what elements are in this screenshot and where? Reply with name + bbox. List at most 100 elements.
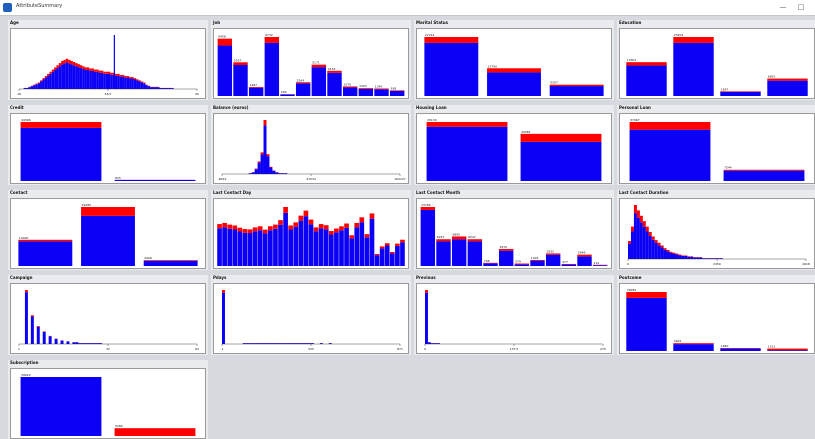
hist-bin-red (30, 315, 34, 317)
hist-bin-blue (293, 343, 297, 344)
x-tick-label: 1 (18, 347, 20, 351)
attribute-grid[interactable]: Age 18 56.5 95 Job 9458 5557 1487 9732 290 2264 517… (0, 16, 815, 439)
hist-bin-blue (79, 68, 83, 89)
bar-blue (349, 238, 354, 266)
bar-red (278, 220, 283, 225)
bar-blue (311, 67, 327, 96)
hist-bin-blue (30, 316, 34, 344)
hist-bin-red (651, 236, 655, 240)
chart-canvas[interactable]: 36959 4901 1840 1511 (619, 283, 815, 354)
hist-bin-red (257, 161, 261, 163)
hist-bin-blue (47, 75, 50, 89)
hist-bin-red (669, 251, 673, 253)
bar-label: 477 (562, 260, 568, 264)
bar-red (248, 86, 264, 88)
bar-blue (308, 224, 314, 266)
bar-blue (545, 254, 561, 266)
hist-bin-blue (171, 88, 174, 89)
bar-red (217, 38, 233, 46)
hist-bin-red (636, 210, 640, 218)
bar-red (334, 228, 339, 233)
bar-red (303, 210, 309, 217)
bar-label: 938 (390, 86, 396, 90)
hist-bin-blue (678, 255, 682, 259)
bar-blue (626, 297, 667, 351)
chart-canvas[interactable]: 37967 7244 (619, 113, 815, 184)
hist-bin-blue (708, 258, 712, 259)
hist-bin-red (675, 253, 679, 255)
chart-canvas[interactable]: 1 32 63 (10, 283, 206, 354)
hist-bin-blue (152, 87, 155, 89)
hist-bin-blue (705, 258, 709, 259)
hist-bin-blue (143, 83, 146, 89)
bar-label: 44396 (21, 118, 31, 122)
bar-red (767, 348, 808, 351)
hist-bin-blue (51, 71, 55, 89)
bar-blue (339, 230, 344, 266)
hist-bin-blue (281, 173, 285, 174)
hist-bin-red (663, 248, 667, 250)
bar-blue (344, 227, 349, 266)
minimize-button[interactable]: — (779, 3, 787, 11)
hist-bin-red (75, 63, 78, 67)
hist-bin-blue (290, 343, 294, 344)
chart-canvas[interactable]: -8019 47034 102127 (213, 113, 409, 184)
bar-red (247, 229, 253, 234)
hist-bin-red (657, 242, 661, 246)
hist-bin-blue (663, 249, 667, 259)
hist-bin-red (269, 166, 273, 168)
chart-canvas[interactable]: 39922 5289 (10, 368, 206, 439)
hist-bin-blue (645, 231, 649, 259)
attribute-panel: Balance (euros) -8019 47034 102127 (211, 105, 411, 185)
chart-canvas[interactable]: 44396 815 (10, 113, 206, 184)
bar-blue (358, 88, 374, 96)
chart-canvas[interactable]: 27214 12790 5207 (416, 28, 612, 99)
bar-red (549, 84, 604, 87)
bar-red (436, 239, 451, 242)
bar-label: 36959 (627, 288, 637, 292)
bar-blue (262, 233, 268, 266)
chart-canvas[interactable]: 0 137.5 275 (416, 283, 612, 354)
hist-bin-blue (711, 258, 715, 259)
hist-bin-blue (122, 76, 125, 89)
hist-bin-blue (639, 222, 643, 259)
maximize-button[interactable]: □ (797, 3, 805, 11)
bar-label: 13766 (421, 203, 431, 207)
chart-canvas[interactable]: 18 56.5 95 (10, 28, 206, 99)
chart-canvas[interactable]: 13766 6247 6895 6247 748 3970 579 1403 2932 477 26… (416, 198, 612, 269)
hist-bin-red (63, 59, 66, 64)
chart-canvas[interactable]: -1 435 871 (213, 283, 409, 354)
bar-red (349, 235, 354, 239)
bar-label: 1840 (721, 344, 729, 348)
hist-bin-blue (433, 343, 437, 344)
bar-label: 5557 (234, 58, 242, 62)
hist-bin-red (40, 80, 43, 82)
panel-title: Last Contact Month (416, 190, 461, 195)
hist-bin-blue (147, 86, 151, 89)
hist-bin-red (260, 152, 264, 155)
hist-bin-red (35, 83, 38, 85)
bar-blue (264, 42, 280, 96)
bar-blue (278, 224, 283, 266)
attribute-chart: 25130 20081 (426, 118, 602, 181)
chart-canvas[interactable]: 9458 5557 1487 9732 290 2264 5171 4154 1579 1303 1… (213, 28, 409, 99)
chart-canvas[interactable]: 0 2459 4918 (619, 198, 815, 269)
hist-bin-blue (633, 213, 637, 259)
bar-label: 13020 (19, 236, 29, 240)
hist-bin-red (122, 74, 125, 77)
hist-bin-blue (35, 84, 38, 89)
chart-canvas[interactable] (213, 198, 409, 269)
chart-canvas[interactable]: 13301 23202 1857 6851 (619, 28, 815, 99)
bar-blue (487, 72, 541, 96)
chart-canvas[interactable]: 25130 20081 (416, 113, 612, 184)
attribute-chart: 0 137.5 275 (424, 290, 606, 351)
chart-canvas[interactable]: 13020 29285 2906 (10, 198, 206, 269)
hist-bin-red (633, 205, 637, 214)
bar-red (426, 122, 508, 127)
hist-bin-red (79, 65, 83, 69)
attribute-panel: Job 9458 5557 1487 9732 290 2264 5171 4154 1579 13… (211, 20, 411, 100)
attribute-panel: Campaign 1 32 63 (8, 275, 208, 355)
bar-label: 748 (484, 259, 490, 263)
hist-bin-blue (702, 258, 706, 259)
hist-bin-blue (68, 63, 71, 89)
